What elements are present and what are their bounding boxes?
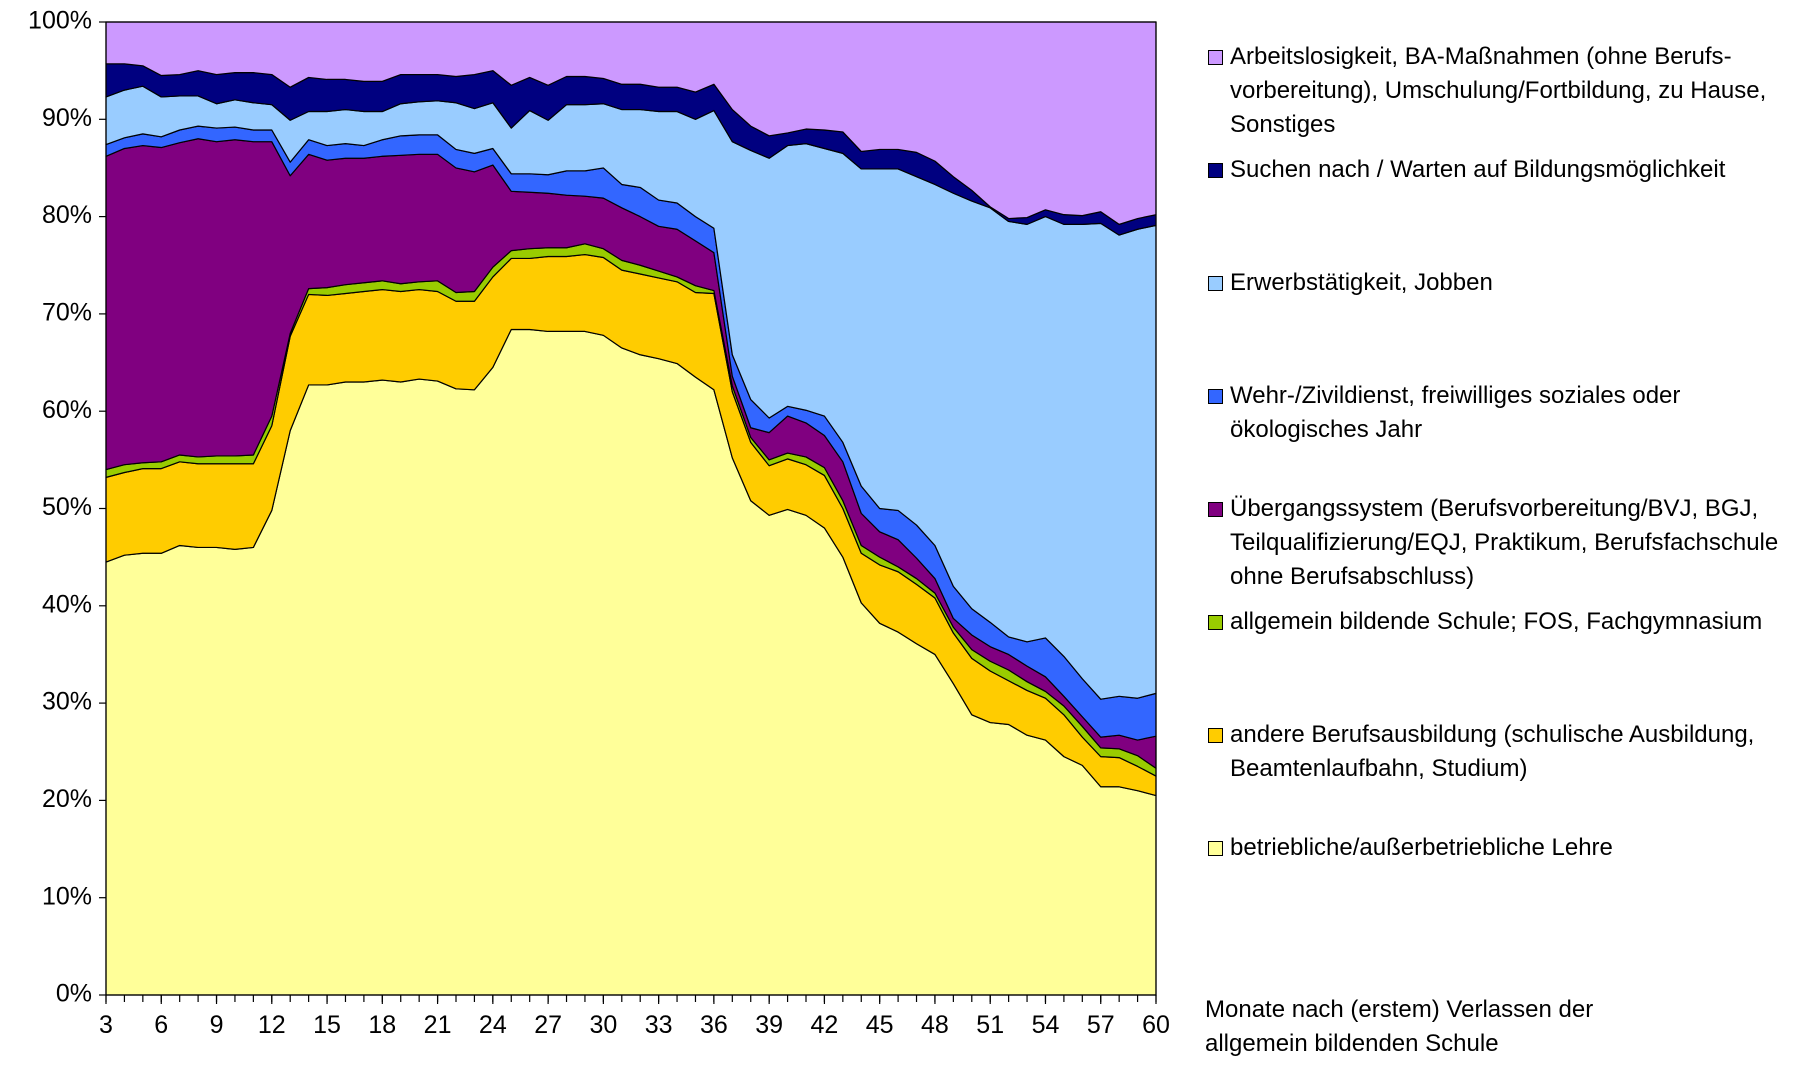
legend-entry: Erwerbstätigkeit, Jobben <box>1208 266 1808 300</box>
legend-entry: Übergangssystem (Berufsvorbereitung/BVJ,… <box>1208 492 1808 594</box>
legend-label: Suchen nach / Warten auf Bildungsmöglich… <box>1230 156 1726 183</box>
legend-swatch <box>1208 50 1223 65</box>
legend-entry: betriebliche/außerbetriebliche Lehre <box>1208 831 1808 865</box>
x-tick-label: 21 <box>424 1011 452 1039</box>
legend-entry: Suchen nach / Warten auf Bildungsmöglich… <box>1208 153 1808 187</box>
x-tick-label: 15 <box>313 1011 341 1039</box>
x-tick-label: 12 <box>258 1011 286 1039</box>
x-tick-label: 42 <box>811 1011 839 1039</box>
legend-swatch <box>1208 276 1223 291</box>
legend-swatch <box>1208 615 1223 630</box>
x-tick-label: 36 <box>700 1011 728 1039</box>
x-tick-label: 48 <box>921 1011 949 1039</box>
legend-entry: andere Berufsausbildung (schulische Ausb… <box>1208 718 1808 786</box>
x-tick-label: 30 <box>589 1011 617 1039</box>
y-tick-label: 80% <box>42 201 92 229</box>
x-tick-label: 6 <box>154 1011 168 1039</box>
x-axis-label: Monate nach (erstem) Verlassen der allge… <box>1205 996 1594 1057</box>
x-tick-label: 18 <box>368 1011 396 1039</box>
x-tick-label: 45 <box>866 1011 894 1039</box>
x-tick-label: 39 <box>755 1011 783 1039</box>
legend-label: Arbeitslosigkeit, BA-Maßnahmen (ohne Ber… <box>1230 43 1767 138</box>
legend-entry: allgemein bildende Schule; FOS, Fachgymn… <box>1208 605 1808 639</box>
x-tick-label: 9 <box>210 1011 224 1039</box>
legend-label: betriebliche/außerbetriebliche Lehre <box>1230 834 1613 861</box>
legend-label: Übergangssystem (Berufsvorbereitung/BVJ,… <box>1230 495 1779 590</box>
y-tick-label: 70% <box>42 299 92 327</box>
legend-label: Erwerbstätigkeit, Jobben <box>1230 269 1493 296</box>
y-tick-label: 60% <box>42 396 92 424</box>
x-tick-label: 54 <box>1032 1011 1060 1039</box>
x-tick-label: 27 <box>534 1011 562 1039</box>
legend-swatch <box>1208 728 1223 743</box>
legend-swatch <box>1208 502 1223 517</box>
legend-swatch <box>1208 163 1223 178</box>
y-tick-label: 10% <box>42 882 92 910</box>
y-tick-label: 30% <box>42 688 92 716</box>
x-tick-label: 60 <box>1142 1011 1170 1039</box>
legend-swatch <box>1208 841 1223 856</box>
y-tick-label: 0% <box>56 980 92 1008</box>
legend-entry: Wehr-/Zivildienst, freiwilliges soziales… <box>1208 379 1808 447</box>
legend-label: Wehr-/Zivildienst, freiwilliges soziales… <box>1230 382 1681 443</box>
legend-entry: Arbeitslosigkeit, BA-Maßnahmen (ohne Ber… <box>1208 40 1808 142</box>
y-tick-label: 100% <box>28 7 92 35</box>
x-tick-label: 33 <box>645 1011 673 1039</box>
legend-label: andere Berufsausbildung (schulische Ausb… <box>1230 721 1755 782</box>
y-tick-label: 50% <box>42 493 92 521</box>
y-tick-label: 90% <box>42 104 92 132</box>
x-tick-label: 57 <box>1087 1011 1115 1039</box>
y-tick-label: 40% <box>42 590 92 618</box>
legend-swatch <box>1208 389 1223 404</box>
x-tick-label: 3 <box>99 1011 113 1039</box>
legend-label: allgemein bildende Schule; FOS, Fachgymn… <box>1230 608 1763 635</box>
y-tick-label: 20% <box>42 785 92 813</box>
x-tick-label: 24 <box>479 1011 507 1039</box>
x-tick-label: 51 <box>976 1011 1004 1039</box>
